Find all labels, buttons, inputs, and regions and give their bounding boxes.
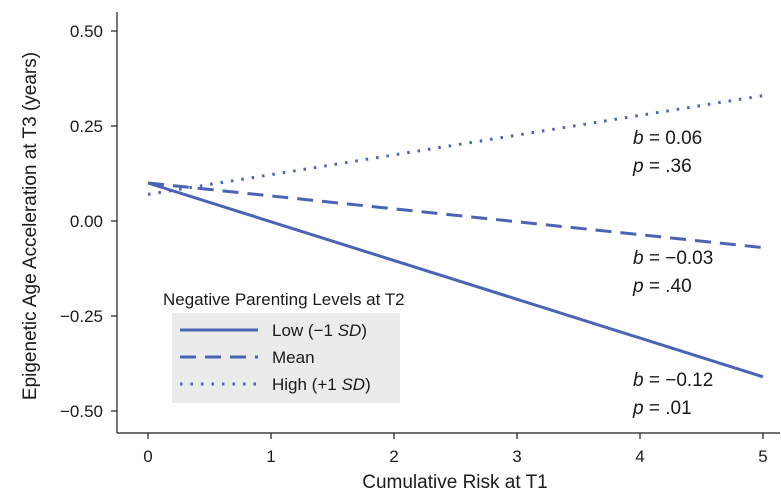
y-axis-label: Epigenetic Age Acceleration at T3 (years… [20,52,41,400]
series-line-solid [147,181,764,379]
legend-label-suffix: ) [361,321,367,340]
axes: 0.50 0.25 0.00 −0.25 −0.50 0 1 2 3 4 5 [60,12,780,466]
x-axis-label: Cumulative Risk at T1 [362,472,548,493]
legend: Negative Parenting Levels at T2 Low (−1 … [163,290,405,403]
annotations: b = 0.06 p = .36 b = −0.03 p = .40 b = −0.12… [632,128,713,419]
y-ticks: 0.50 0.25 0.00 −0.25 −0.50 [60,22,117,421]
x-tick-label: 1 [266,447,275,466]
annotation-b: b = 0.06 [633,128,702,149]
x-tick-label: 0 [143,447,152,466]
y-tick-label: −0.25 [60,307,103,326]
series [147,94,764,379]
annotation-p: p = .36 [632,156,692,177]
legend-label-suffix: ) [365,375,371,394]
series-line-dashed [147,181,764,250]
legend-items: Low (−1 SD) Mean High (+1 SD) [180,321,371,394]
annotation-b: b = −0.03 [633,248,713,269]
legend-label: Low (−1 SD) [272,321,367,340]
y-tick-label: −0.50 [60,402,103,421]
legend-label-italic: SD [341,375,365,394]
y-tick-label: 0.50 [70,22,103,41]
x-tick-label: 3 [512,447,521,466]
legend-label: Mean [272,348,315,367]
x-ticks: 0 1 2 3 4 5 [143,433,768,466]
y-tick-label: 0.00 [70,212,103,231]
x-tick-label: 5 [758,447,767,466]
legend-label: High (+1 SD) [272,375,371,394]
x-tick-label: 2 [389,447,398,466]
annotation-b: b = −0.12 [633,370,713,391]
x-tick-label: 4 [635,447,644,466]
annotation-p: p = .40 [632,276,692,297]
legend-label-text: High (+1 [272,375,341,394]
legend-label-text: Low (−1 [272,321,338,340]
legend-label-italic: SD [338,321,362,340]
legend-label-text: Mean [272,348,315,367]
y-tick-label: 0.25 [70,117,103,136]
annotation-p: p = .01 [632,398,692,419]
legend-title: Negative Parenting Levels at T2 [163,290,405,309]
